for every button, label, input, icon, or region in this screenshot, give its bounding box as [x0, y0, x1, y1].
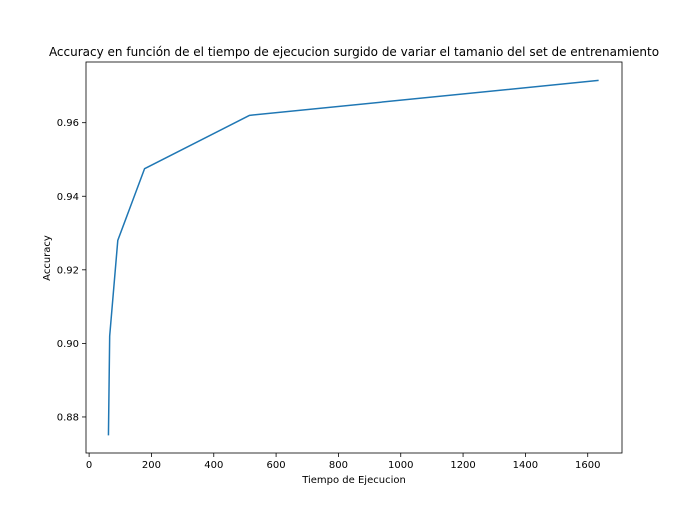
- x-tick-label: 200: [142, 460, 161, 471]
- x-tick-label: 800: [329, 460, 348, 471]
- y-tick-label: 0.96: [57, 118, 79, 129]
- chart-title: Accuracy en función de el tiempo de ejec…: [49, 45, 659, 59]
- x-tick-label: 1600: [575, 460, 600, 471]
- x-tick-label: 0: [86, 460, 92, 471]
- x-tick-label: 1400: [513, 460, 538, 471]
- x-tick-label: 400: [204, 460, 223, 471]
- y-axis: 0.88 0.90 0.92 0.94 0.96: [57, 118, 86, 423]
- y-tick-label: 0.94: [57, 192, 79, 203]
- axes-frame: [85, 61, 623, 454]
- x-tick-label: 1200: [450, 460, 475, 471]
- y-tick-label: 0.92: [57, 265, 79, 276]
- x-axis-label: Tiempo de Ejecucion: [301, 475, 406, 486]
- y-tick-label: 0.88: [57, 412, 79, 423]
- plot-area: [107, 79, 599, 436]
- x-tick-label: 600: [267, 460, 286, 471]
- y-axis-label: Accuracy: [42, 235, 53, 281]
- x-tick-label: 1000: [388, 460, 413, 471]
- series-line: [107, 79, 599, 436]
- y-tick-label: 0.90: [57, 339, 79, 350]
- x-axis: 0 200 400 600 800 1000 1200 1400 1600: [86, 453, 600, 471]
